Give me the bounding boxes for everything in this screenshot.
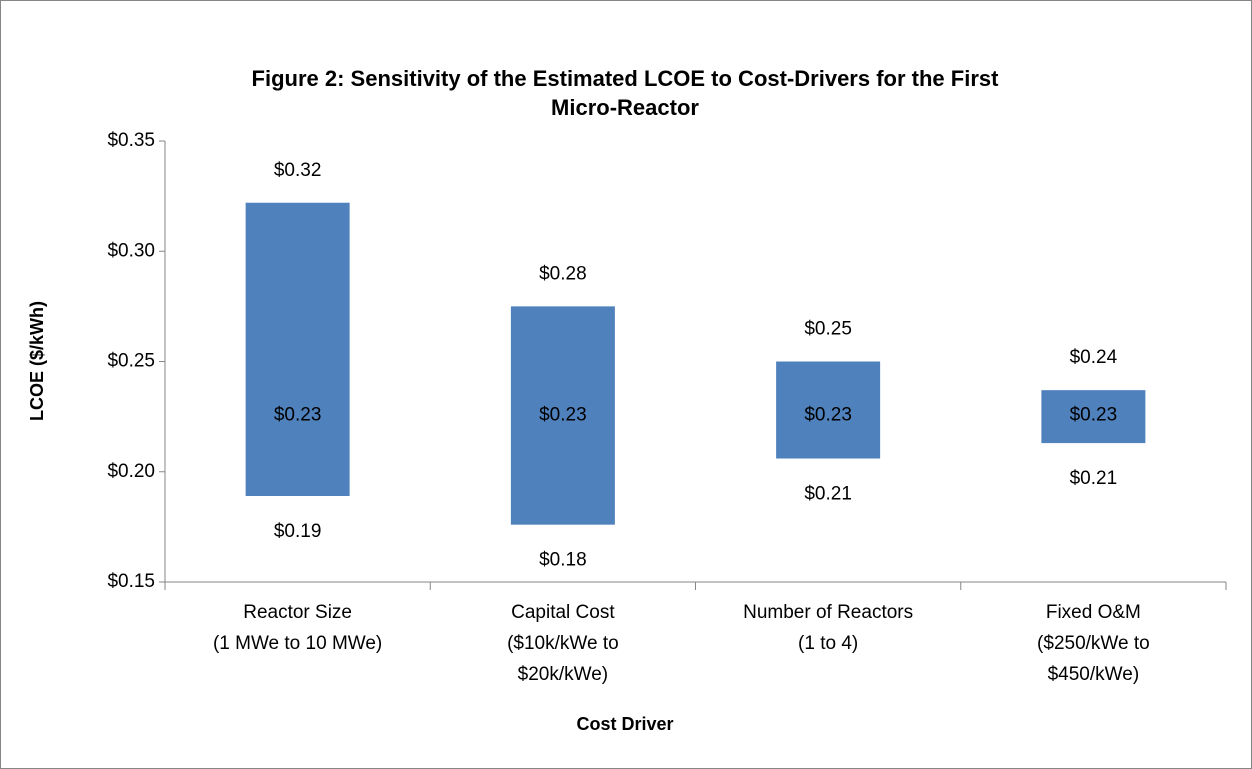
bar (245, 202, 350, 497)
value-label: $0.28 (539, 263, 587, 284)
y-tick-label: $0.35 (107, 130, 155, 151)
x-tick-label: Number of Reactors (743, 602, 913, 623)
value-label: $0.23 (274, 405, 322, 426)
value-label: $0.23 (1070, 405, 1118, 426)
chart-title: Figure 2: Sensitivity of the Estimated L… (252, 66, 1000, 91)
x-tick-label: Capital Cost (511, 602, 615, 623)
x-tick-label: $450/kWe) (1048, 664, 1140, 685)
value-label: $0.24 (1070, 347, 1118, 368)
value-label: $0.18 (539, 550, 587, 571)
x-tick-label: ($10k/kWe to (507, 633, 619, 654)
y-tick-label: $0.30 (107, 240, 155, 261)
y-tick-label: $0.25 (107, 351, 155, 372)
y-tick-label: $0.20 (107, 461, 155, 482)
value-label: $0.19 (274, 521, 322, 542)
x-axis-title: Cost Driver (576, 714, 673, 734)
x-tick-label: Reactor Size (243, 602, 352, 623)
x-tick-label: Fixed O&M (1046, 602, 1141, 623)
x-tick-label: $20k/kWe) (518, 664, 608, 685)
value-label: $0.32 (274, 160, 322, 181)
value-label: $0.21 (804, 484, 852, 505)
value-label: $0.23 (804, 405, 852, 426)
x-tick-label: (1 to 4) (798, 633, 858, 654)
value-label: $0.25 (804, 319, 852, 340)
bar (776, 361, 881, 459)
value-label: $0.23 (539, 405, 587, 426)
y-axis-title: LCOE ($/kWh) (27, 301, 47, 421)
x-tick-label: ($250/kWe to (1037, 633, 1150, 654)
chart-title: Micro-Reactor (551, 95, 699, 120)
bar (1041, 390, 1146, 444)
value-label: $0.21 (1070, 468, 1118, 489)
y-tick-label: $0.15 (107, 571, 155, 592)
bar (510, 306, 615, 525)
x-tick-label: (1 MWe to 10 MWe) (213, 633, 382, 654)
